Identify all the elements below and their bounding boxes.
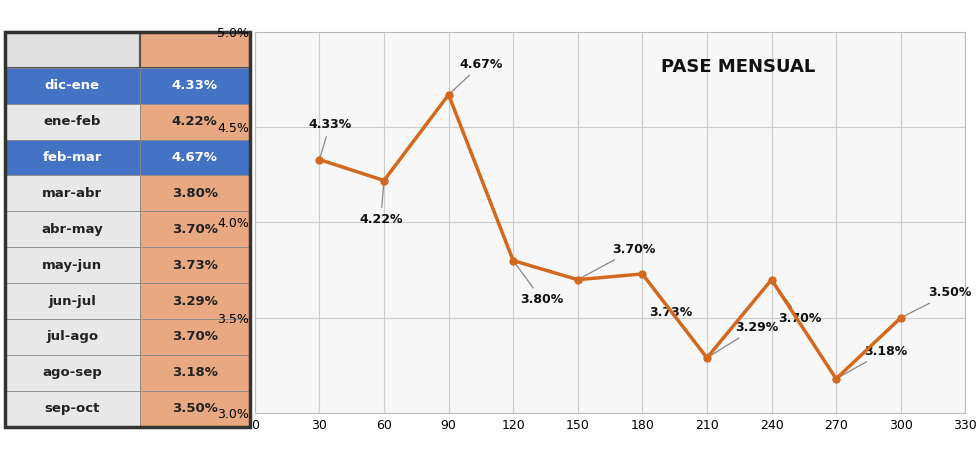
Bar: [5, 175, 140, 211]
Text: 3.70%: 3.70%: [172, 331, 218, 344]
Bar: [5, 319, 140, 355]
Bar: [140, 139, 250, 175]
Bar: [5, 68, 140, 104]
Bar: [5, 247, 140, 283]
Text: 3.18%: 3.18%: [172, 366, 218, 380]
Bar: [5, 391, 140, 427]
Bar: [140, 283, 250, 319]
Text: jun-jul: jun-jul: [48, 295, 96, 307]
Text: 3.73%: 3.73%: [644, 276, 693, 319]
Text: abr-may: abr-may: [41, 223, 103, 236]
Bar: [140, 391, 250, 427]
Text: 4.22%: 4.22%: [172, 115, 218, 128]
Text: 3.29%: 3.29%: [710, 321, 778, 356]
Text: dic-ene: dic-ene: [45, 79, 100, 92]
Text: may-jun: may-jun: [42, 259, 102, 271]
Text: 3.73%: 3.73%: [172, 259, 218, 271]
Text: feb-mar: feb-mar: [42, 151, 102, 164]
Text: 4.22%: 4.22%: [359, 183, 403, 226]
Text: 4.33%: 4.33%: [309, 118, 352, 157]
Bar: [140, 104, 250, 139]
Text: mar-abr: mar-abr: [42, 187, 102, 200]
Text: 3.18%: 3.18%: [839, 345, 907, 377]
Bar: [140, 355, 250, 391]
Bar: [5, 283, 140, 319]
Text: ago-sep: ago-sep: [42, 366, 102, 380]
Bar: [5, 211, 140, 247]
Text: 3.50%: 3.50%: [172, 402, 218, 415]
Text: jul-ago: jul-ago: [46, 331, 98, 344]
Text: ene-feb: ene-feb: [43, 115, 101, 128]
Text: 3.70%: 3.70%: [172, 223, 218, 236]
Bar: [140, 247, 250, 283]
Bar: [140, 32, 250, 68]
Text: 3.70%: 3.70%: [773, 282, 822, 325]
Bar: [5, 355, 140, 391]
Bar: [5, 104, 140, 139]
Bar: [140, 319, 250, 355]
Text: 3.50%: 3.50%: [904, 286, 972, 316]
Bar: [140, 211, 250, 247]
Bar: [140, 175, 250, 211]
Text: 3.70%: 3.70%: [580, 242, 656, 278]
Bar: [5, 32, 140, 68]
Text: 4.67%: 4.67%: [451, 58, 503, 93]
Text: 3.80%: 3.80%: [514, 263, 563, 306]
Text: 3.80%: 3.80%: [172, 187, 218, 200]
Bar: [5, 139, 140, 175]
Bar: [140, 68, 250, 104]
Text: sep-oct: sep-oct: [44, 402, 100, 415]
Text: 4.67%: 4.67%: [172, 151, 218, 164]
Text: 3.29%: 3.29%: [172, 295, 218, 307]
Text: PASE MENSUAL: PASE MENSUAL: [661, 59, 815, 76]
Text: 4.33%: 4.33%: [172, 79, 218, 92]
